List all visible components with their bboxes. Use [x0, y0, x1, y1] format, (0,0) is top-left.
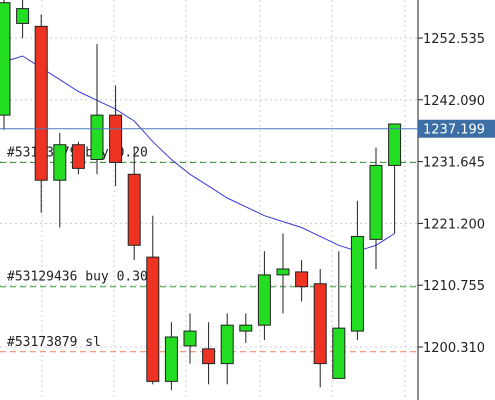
candle-2 [34, 14, 48, 213]
current-price-box [418, 119, 495, 138]
candle-body-bull [164, 336, 178, 382]
candle-9 [164, 322, 178, 391]
moving-average [3, 55, 395, 252]
candle-body-bull [369, 164, 383, 240]
candle-17 [313, 268, 327, 388]
candle-20 [369, 147, 383, 269]
candle-15 [276, 233, 290, 314]
current-price-tag: 1237.199 [0, 119, 495, 138]
y-tick-label-1: 1242.090 [423, 94, 485, 109]
candle-body-bull [276, 268, 290, 276]
y-tick-label-0: 1252.535 [423, 32, 485, 47]
candle-13 [239, 313, 253, 343]
candle-19 [350, 200, 364, 340]
candle-16 [295, 260, 309, 302]
candle-14 [257, 251, 271, 340]
candle-body-bear [313, 283, 327, 365]
price-axis: 1252.535 1242.090 1231.645 1221.200 1210.755… [417, 0, 485, 400]
candle-7 [127, 147, 141, 261]
ma-line [3, 55, 395, 252]
candle-body-bull [53, 144, 67, 181]
candle-3 [53, 132, 67, 228]
candle-body-bear [146, 256, 160, 382]
candle-11 [202, 322, 216, 385]
grid [0, 0, 418, 400]
candle-0 [0, 0, 11, 130]
candle-body-bear [127, 173, 141, 246]
order-label-1: #53129436 buy 0.30 [7, 270, 148, 285]
current-price-label: 1237.199 [423, 123, 485, 138]
candle-body-bull [332, 327, 346, 379]
candle-4 [71, 141, 85, 175]
candle-body-bull [350, 235, 364, 332]
candle-body-bull [90, 114, 104, 160]
candle-6 [109, 85, 123, 187]
candle-body-bear [202, 348, 216, 365]
candle-12 [220, 313, 234, 385]
candle-body-bear [109, 114, 123, 163]
candle-body-bull [16, 8, 30, 24]
candle-10 [183, 313, 197, 364]
candle-body-bull [220, 324, 234, 365]
y-tick-label-5: 1200.310 [423, 341, 485, 356]
y-tick-label-4: 1210.755 [423, 279, 485, 294]
candle-body-bull [388, 123, 402, 166]
candle-body-bull [0, 2, 11, 116]
candle-18 [332, 251, 346, 379]
candle-body-bull [257, 274, 271, 326]
candle-body-bear [34, 25, 48, 181]
candles [0, 0, 402, 391]
candle-21 [388, 123, 402, 234]
order-label-2: #53173879 sl [7, 335, 101, 350]
candle-body-bull [183, 330, 197, 347]
candle-5 [90, 44, 104, 175]
candle-8 [146, 215, 160, 385]
y-tick-label-2: 1231.645 [423, 156, 485, 171]
candle-body-bull [239, 324, 253, 332]
candle-body-bear [295, 271, 309, 288]
candle-1 [16, 0, 30, 39]
candle-body-bear [71, 144, 85, 169]
y-tick-label-3: 1221.200 [423, 217, 485, 232]
